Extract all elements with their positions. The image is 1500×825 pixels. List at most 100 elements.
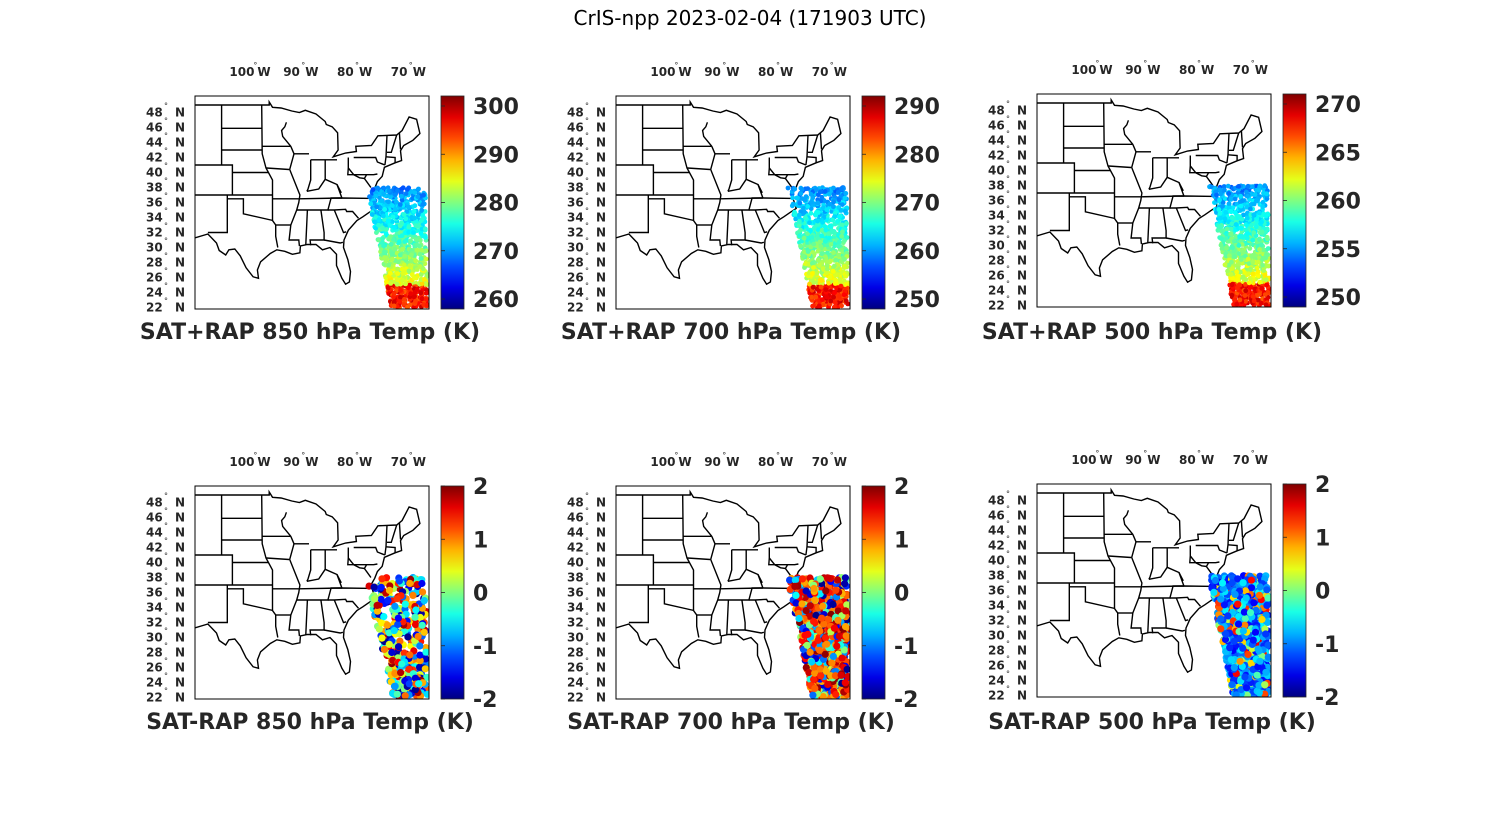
degree-symbol: °: [164, 177, 168, 186]
lat-tick-label: 30: [988, 239, 1005, 253]
footprint-dot: [409, 591, 417, 599]
footprint-dot: [798, 575, 807, 583]
lat-tick-label: 34: [988, 209, 1005, 223]
footprint-dot: [1255, 269, 1261, 275]
degree-symbol: °: [409, 61, 413, 70]
state-border: [305, 209, 309, 245]
footprint-dot: [842, 195, 848, 201]
lat-hemisphere: N: [175, 511, 185, 525]
degree-symbol: °: [164, 267, 168, 276]
footprint-dot: [820, 205, 826, 211]
lat-hemisphere: N: [596, 661, 606, 675]
footprint-dot: [820, 620, 828, 628]
footprint-dot: [817, 239, 823, 245]
footprint-dot: [1246, 271, 1251, 277]
degree-symbol: °: [1006, 670, 1010, 679]
footprint-dot: [815, 218, 820, 224]
degree-symbol: °: [1006, 580, 1010, 589]
footprint-dot: [376, 217, 382, 223]
lon-tick-label: 80: [758, 455, 775, 469]
lat-hemisphere: N: [1017, 674, 1027, 688]
footprint-dot: [414, 242, 420, 248]
colorbar-tick-label: 270: [894, 192, 940, 217]
footprint-dot: [842, 265, 847, 270]
footprint-dot: [380, 236, 385, 241]
lat-tick-label: 44: [567, 526, 584, 540]
footprint-dot: [411, 686, 419, 694]
footprint-dot: [371, 595, 379, 603]
footprint-dot: [815, 222, 820, 227]
footprint-dot: [398, 288, 403, 293]
colorbar-tick-label: 260: [473, 288, 519, 313]
degree-symbol: °: [1251, 449, 1255, 458]
footprint-dot: [839, 186, 844, 192]
state-border: [1165, 627, 1186, 632]
footprint-dot: [417, 251, 423, 257]
footprint-dot: [815, 192, 821, 198]
state-border: [1227, 154, 1238, 161]
lat-tick-label: 26: [146, 271, 163, 285]
footprint-dot: [1252, 192, 1258, 198]
state-border: [1148, 547, 1154, 580]
lat-tick-label: 22: [567, 301, 584, 315]
footprint-dot: [373, 601, 381, 609]
degree-symbol: °: [1006, 550, 1010, 559]
footprint-dot: [375, 185, 380, 191]
footprint-dot: [405, 665, 413, 673]
lon-tick-label: 90: [1125, 63, 1142, 77]
footprint-dot: [786, 576, 794, 584]
footprint-dot: [792, 211, 798, 217]
state-border: [1108, 165, 1132, 169]
degree-symbol: °: [164, 192, 168, 201]
lat-tick-label: 48: [988, 494, 1005, 508]
footprint-dot: [1223, 251, 1229, 256]
state-border: [687, 557, 711, 561]
footprint-dot: [811, 225, 817, 231]
lat-hemisphere: N: [596, 151, 606, 165]
footprint-dot: [380, 645, 388, 653]
degree-symbol: °: [585, 267, 589, 276]
lat-hemisphere: N: [175, 556, 185, 570]
state-border: [819, 522, 823, 540]
lon-tick-label: 80: [1179, 453, 1196, 467]
degree-symbol: °: [1006, 625, 1010, 634]
footprint-dot: [802, 587, 810, 595]
footprint-dot: [811, 280, 817, 285]
footprint-dot: [817, 672, 825, 680]
footprint-dot: [1255, 297, 1261, 303]
footprint-dot: [383, 621, 391, 629]
footprint-dot: [397, 202, 403, 207]
footprint-dot: [842, 607, 850, 615]
footprint-dot: [838, 208, 844, 213]
lat-hemisphere: N: [1017, 239, 1027, 253]
footprint-dot: [399, 186, 404, 192]
footprint-dot: [391, 303, 397, 309]
map-plot: 100° W 90 ° W 80 ° W 70 ° W48 ° N46 ° N44 ° N42 ° N40 ° N38 °…: [146, 451, 497, 713]
footprint-dot: [827, 223, 833, 229]
footprint-dot: [842, 256, 847, 262]
lon-tick-label: 70: [812, 455, 829, 469]
coastline: [616, 99, 842, 286]
state-border: [347, 157, 378, 176]
state-border: [353, 564, 368, 570]
footprint-dot: [810, 617, 818, 625]
footprint-dot: [1240, 249, 1246, 255]
footprint-dot: [1232, 210, 1238, 216]
footprint-dot: [411, 208, 417, 214]
state-border: [266, 167, 290, 171]
footprint-dot: [412, 215, 417, 221]
lat-tick-label: 26: [988, 659, 1005, 673]
footprint-dot: [412, 606, 420, 614]
footprint-dot: [811, 241, 817, 247]
lon-hemisphere: W: [1255, 63, 1268, 77]
lat-hemisphere: N: [596, 616, 606, 630]
state-border: [819, 132, 823, 150]
lat-hemisphere: N: [596, 181, 606, 195]
footprint-dot: [381, 213, 386, 219]
lat-hemisphere: N: [175, 631, 185, 645]
lat-tick-label: 46: [988, 119, 1005, 133]
footprint-dot: [828, 298, 834, 304]
map-frame: [194, 95, 430, 310]
footprint-dot: [831, 672, 839, 680]
footprint-dot: [840, 646, 848, 654]
